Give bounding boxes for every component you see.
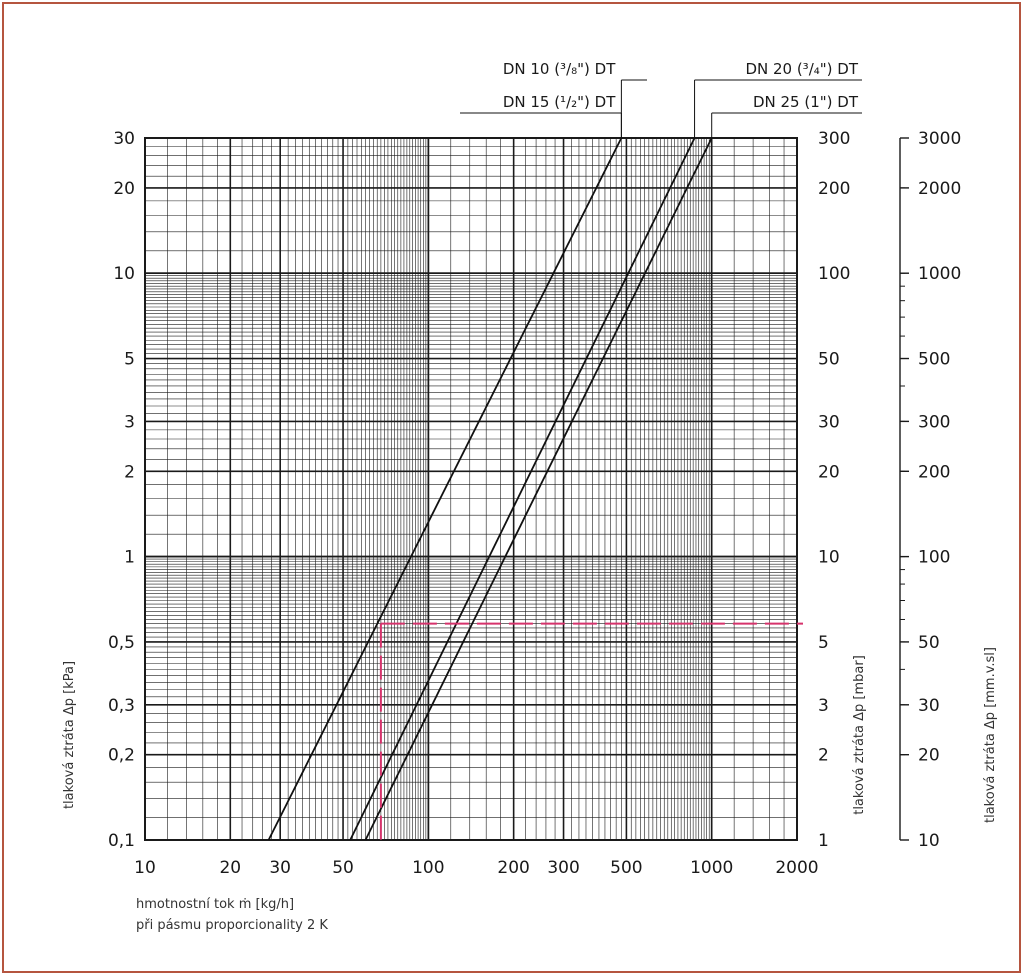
plot-border — [144, 137, 798, 841]
curve-line — [267, 137, 623, 841]
y-tick-label-kpa: 1 — [124, 548, 135, 568]
y-tick-label-kpa: 5 — [124, 350, 135, 370]
y-tick-label-mbar: 20 — [818, 462, 840, 482]
x-axis-label: hmotnostní tok ṁ [kg/h] — [136, 897, 294, 912]
y-tick-label-kpa: 0,5 — [108, 633, 135, 653]
y-tick-label-mmvsl: 3000 — [918, 129, 961, 149]
y-tick-label-mmvsl: 1000 — [918, 264, 961, 284]
curve-labels: DN 10 (³/₈") DT DN 15 (¹/₂") DT DN 20 (³/₄… — [460, 60, 862, 138]
curve-label: DN 15 (¹/₂") DT — [503, 93, 616, 111]
y-tick-label-kpa: 30 — [113, 129, 135, 149]
x-tick-label: 300 — [547, 858, 579, 878]
x-tick-label: 500 — [610, 858, 642, 878]
x-tick-label: 100 — [412, 858, 444, 878]
y-tick-label-kpa: 0,1 — [108, 831, 135, 851]
x-tick-label: 10 — [134, 858, 156, 878]
y-tick-label-mbar: 200 — [818, 179, 850, 199]
y-tick-label-mmvsl: 50 — [918, 633, 940, 653]
y-tick-label-mmvsl: 300 — [918, 412, 950, 432]
y-tick-label-mmvsl: 100 — [918, 548, 950, 568]
plot-grid — [144, 137, 798, 841]
x-tick-label: 2000 — [775, 858, 818, 878]
curve-line — [349, 137, 696, 841]
y-tick-label-mbar: 300 — [818, 129, 850, 149]
curve-label: DN 10 (³/₈") DT — [503, 60, 616, 78]
y-tick-label-mmvsl: 2000 — [918, 179, 961, 199]
y-tick-label-kpa: 20 — [113, 179, 135, 199]
curve-label: DN 25 (1") DT — [753, 93, 859, 111]
y-tick-label-mbar: 3 — [818, 696, 829, 716]
curves — [267, 137, 713, 841]
y-tick-label-kpa: 10 — [113, 264, 135, 284]
x-tick-label: 20 — [219, 858, 241, 878]
tick-labels: 10 20 30 50 100 200 300 500 1000 2000 0,1 0,2 0,3 0,5… — [108, 129, 961, 878]
x-tick-label: 1000 — [690, 858, 733, 878]
y-tick-label-kpa: 3 — [124, 412, 135, 432]
y-tick-label-mbar: 30 — [818, 412, 840, 432]
y-tick-label-mbar: 50 — [818, 350, 840, 370]
y-tick-label-mbar: 5 — [818, 633, 829, 653]
x-tick-label: 200 — [497, 858, 529, 878]
y-tick-label-kpa: 0,3 — [108, 696, 135, 716]
y-tick-label-kpa: 2 — [124, 462, 135, 482]
curve-line — [364, 137, 713, 841]
y-tick-label-mbar: 100 — [818, 264, 850, 284]
y-axis-label-kpa: tlaková ztráta Δp [kPa] — [62, 661, 77, 809]
y-tick-label-mmvsl: 500 — [918, 350, 950, 370]
x-tick-label: 30 — [269, 858, 291, 878]
x-tick-label: 50 — [332, 858, 354, 878]
y-tick-label-mmvsl: 10 — [918, 831, 940, 851]
y-tick-label-mmvsl: 20 — [918, 746, 940, 766]
reading-example — [379, 622, 803, 840]
y-tick-label-mmvsl: 30 — [918, 696, 940, 716]
x-axis-sublabel: při pásmu proporcionality 2 K — [136, 918, 328, 933]
y-tick-label-mbar: 2 — [818, 746, 829, 766]
y-axis-label-mmvsl: tlaková ztráta Δp [mm.v.sl] — [983, 647, 998, 823]
y-tick-label-kpa: 0,2 — [108, 746, 135, 766]
y-tick-label-mbar: 1 — [818, 831, 829, 851]
y-tick-label-mmvsl: 200 — [918, 462, 950, 482]
curve-label: DN 20 (³/₄") DT — [745, 60, 858, 78]
y-axis-label-mbar: tlaková ztráta Δp [mbar] — [852, 655, 867, 815]
y-tick-label-mbar: 10 — [818, 548, 840, 568]
